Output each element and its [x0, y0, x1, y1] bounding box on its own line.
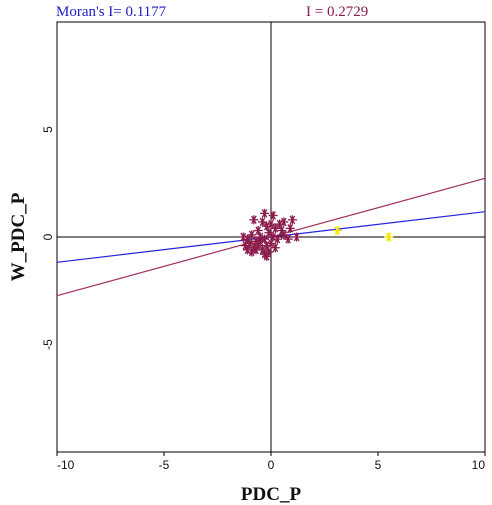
i-value-label: I = 0.2729 [306, 4, 369, 20]
data-point [292, 232, 302, 242]
data-point [266, 219, 276, 229]
data-point [262, 251, 272, 261]
data-point [283, 234, 293, 244]
y-axis-title: W_PDC_P [8, 192, 29, 281]
data-point [257, 217, 267, 227]
y-tick-label: 0 [41, 233, 55, 240]
data-point [270, 223, 280, 233]
chart-header: Moran's I= 0.1177 I = 0.2729 [0, 0, 492, 22]
highlighted-point [384, 232, 394, 242]
data-point [270, 243, 280, 253]
x-tick-label: 10 [472, 458, 486, 472]
data-point [249, 215, 259, 225]
data-point [287, 215, 297, 225]
x-tick-label: -5 [159, 458, 170, 472]
x-tick-label: -10 [57, 458, 75, 472]
data-point [272, 234, 282, 244]
y-tick-label: -5 [41, 339, 55, 350]
y-tick-label: 5 [41, 126, 55, 133]
x-axis-title: PDC_P [241, 484, 302, 505]
x-tick-label: 0 [268, 458, 275, 472]
data-point [260, 208, 270, 218]
data-point [275, 219, 285, 229]
data-point [285, 223, 295, 233]
x-tick-label: 5 [375, 458, 382, 472]
data-point [264, 228, 274, 238]
morans-i-label: Moran's I= 0.1177 [56, 4, 167, 20]
data-point [247, 230, 257, 240]
data-point [255, 236, 265, 246]
data-point [251, 245, 261, 255]
data-point [266, 238, 276, 248]
data-point [279, 230, 289, 240]
highlighted-point [332, 226, 342, 236]
data-point [268, 211, 278, 220]
